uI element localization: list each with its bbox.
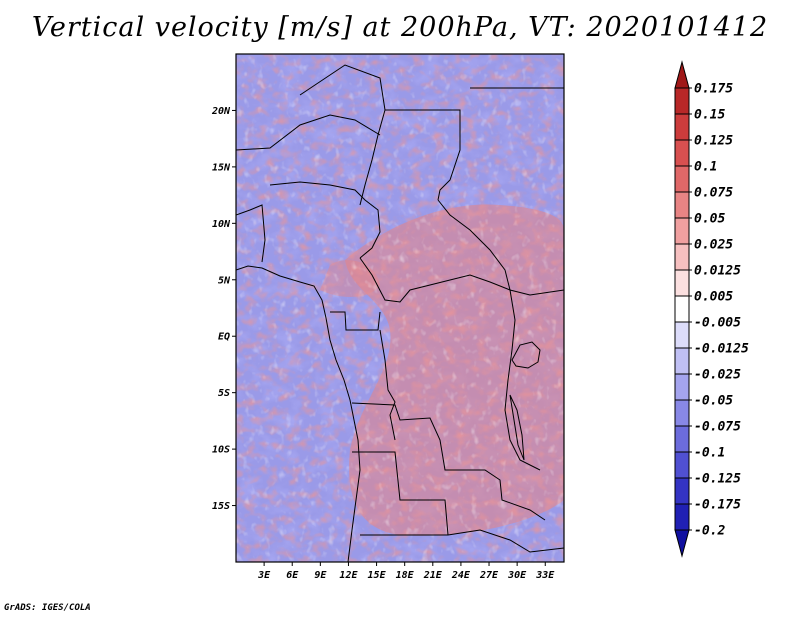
y-tick-label: 5N	[218, 275, 231, 286]
colorbar-swatch	[674, 503, 690, 531]
colorbar-label: 0.075	[694, 186, 733, 201]
x-tick-label: 18E	[396, 570, 415, 581]
border-line	[236, 204, 266, 263]
colorbar-label: 0.025	[694, 238, 733, 253]
y-tick-label: 10S	[212, 445, 230, 456]
colorbar-label: -0.2	[694, 524, 725, 539]
x-axis: 3E 6E 9E 12E 15E 18E 21E 24E 27E 30E 33E	[257, 562, 555, 581]
grads-credit: GrADS: IGES/COLA	[4, 603, 91, 613]
colorbar-label: -0.025	[694, 368, 741, 383]
y-tick-label: 15N	[212, 162, 231, 173]
border-line	[299, 64, 386, 206]
x-tick-label: 24E	[451, 570, 471, 581]
x-tick-label: 15E	[368, 570, 387, 581]
border-line	[360, 529, 564, 553]
colorbar-label: -0.1	[694, 446, 725, 461]
y-tick-label: 10N	[212, 219, 231, 230]
colorbar-label: -0.125	[694, 472, 741, 487]
colorbar-swatch	[674, 217, 690, 245]
y-axis: 20N 15N 10N 5N EQ 5S 10S 15S	[211, 106, 236, 512]
border-line	[359, 257, 564, 303]
border-line	[351, 402, 546, 521]
plot-frame	[235, 53, 565, 563]
colorbar-label: -0.075	[694, 420, 741, 435]
coastline	[236, 265, 361, 562]
colorbar: 0.175 0.15 0.125 0.1 0.075 0.05 0.025 0.0125 0.0…	[674, 60, 749, 558]
colorbar-swatch	[674, 399, 690, 427]
colorbar-swatch	[674, 347, 690, 375]
border-line	[379, 329, 396, 441]
colorbar-label: 0.0125	[694, 264, 741, 279]
x-tick-label: 6E	[286, 570, 299, 581]
border-line	[236, 114, 381, 151]
colorbar-label: -0.05	[694, 394, 733, 409]
border-line	[269, 181, 381, 259]
x-tick-label: 9E	[314, 570, 327, 581]
colorbar-label: 0.1	[694, 160, 717, 175]
x-tick-label: 12E	[339, 570, 358, 581]
colorbar-swatch	[674, 87, 690, 115]
x-tick-label: 33E	[535, 570, 555, 581]
colorbar-swatch	[674, 295, 690, 323]
border-line	[504, 289, 541, 471]
colorbar-label: 0.005	[694, 290, 733, 305]
map-outlines	[236, 64, 564, 562]
colorbar-swatch	[674, 425, 690, 453]
colorbar-label: -0.0125	[694, 342, 749, 357]
x-tick-label: 27E	[479, 570, 499, 581]
colorbar-swatch	[674, 60, 690, 89]
field-white-texture	[236, 54, 564, 562]
chart-title: Vertical velocity [m/s] at 200hPa, VT: 2…	[31, 12, 769, 43]
colorbar-swatch	[674, 165, 690, 193]
colorbar-label: -0.175	[694, 498, 741, 513]
x-tick-label: 21E	[423, 570, 443, 581]
y-tick-label: 15S	[212, 501, 230, 512]
colorbar-swatch	[674, 113, 690, 141]
colorbar-label: 0.05	[694, 212, 725, 227]
colorbar-swatch	[674, 191, 690, 219]
y-tick-label: 5S	[218, 388, 230, 399]
velocity-field	[236, 54, 564, 562]
colorbar-swatch	[674, 321, 690, 349]
colorbar-swatch	[674, 529, 690, 558]
colorbar-swatch	[674, 269, 690, 297]
colorbar-label: 0.15	[694, 108, 725, 123]
colorbar-swatch	[674, 373, 690, 401]
colorbar-swatch	[674, 477, 690, 505]
x-tick-label: 30E	[507, 570, 527, 581]
border-line	[437, 199, 511, 291]
x-tick-label: 3E	[257, 570, 271, 581]
border-line	[385, 109, 461, 201]
lake-outline	[509, 394, 525, 461]
y-tick-label: 20N	[211, 106, 231, 117]
y-tick-label: EQ	[218, 332, 230, 343]
colorbar-label: -0.005	[694, 316, 741, 331]
border-line	[330, 311, 381, 331]
colorbar-swatch	[674, 243, 690, 271]
lake-outline	[511, 341, 541, 369]
border-line	[352, 451, 449, 536]
colorbar-label: 0.175	[694, 82, 733, 97]
colorbar-label: 0.125	[694, 134, 733, 149]
colorbar-swatch	[674, 139, 690, 167]
colorbar-swatch	[674, 451, 690, 479]
